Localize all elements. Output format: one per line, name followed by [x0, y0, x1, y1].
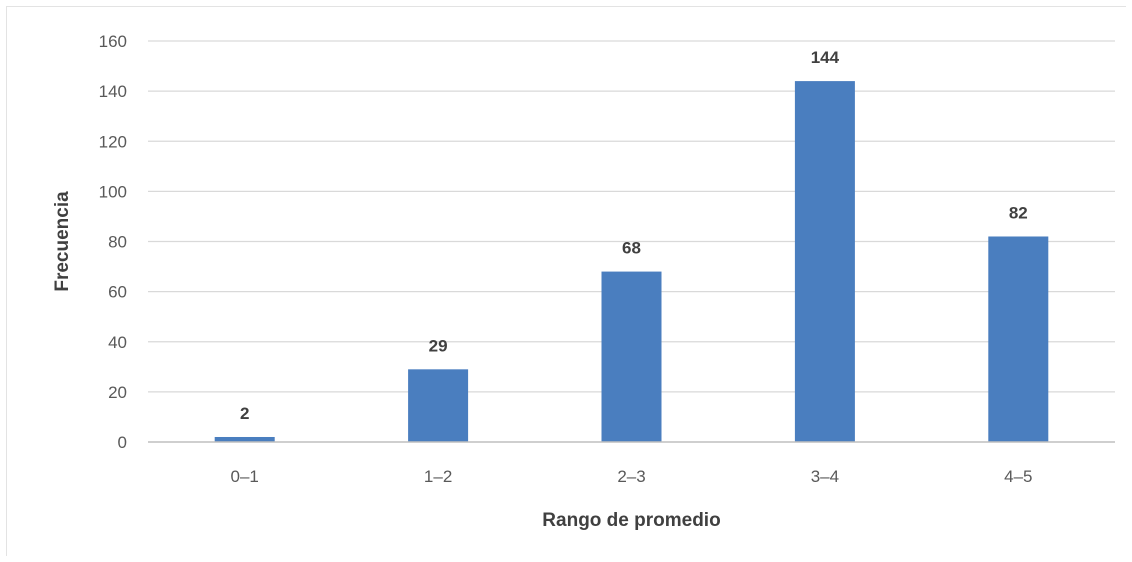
bar — [408, 369, 469, 442]
x-axis-title: Rango de promedio — [542, 510, 720, 531]
data-label: 29 — [429, 336, 448, 355]
x-tick-label: 0–1 — [231, 467, 259, 486]
y-axis-title: Frecuencia — [52, 191, 73, 292]
bar — [214, 436, 275, 442]
y-tick-label: 100 — [99, 182, 127, 201]
y-tick-label: 40 — [108, 333, 127, 352]
x-tick-label: 3–4 — [811, 467, 839, 486]
bar — [794, 81, 855, 442]
y-tick-label: 140 — [99, 82, 127, 101]
y-tick-label: 160 — [99, 32, 127, 51]
x-tick-label: 1–2 — [424, 467, 452, 486]
bar — [601, 271, 662, 442]
data-labels: 2 29 68 144 82 — [240, 48, 1028, 423]
y-tick-label: 20 — [108, 383, 127, 402]
bar — [988, 236, 1049, 442]
data-label: 68 — [622, 239, 641, 258]
y-tick-label: 80 — [108, 233, 127, 252]
data-label: 144 — [811, 48, 840, 67]
y-tick-label: 120 — [99, 132, 127, 151]
chart-area — [6, 6, 1126, 556]
data-label: 2 — [240, 404, 249, 423]
bars — [214, 81, 1049, 442]
x-tick-label: 2–3 — [617, 467, 645, 486]
x-axis-ticks: 0–1 1–2 2–3 3–4 4–5 — [231, 467, 1033, 486]
x-tick-label: 4–5 — [1004, 467, 1032, 486]
data-label: 82 — [1009, 203, 1028, 222]
y-axis-ticks: 0 20 40 60 80 100 120 140 160 — [99, 32, 127, 452]
y-tick-label: 60 — [108, 283, 127, 302]
y-tick-label: 0 — [118, 433, 127, 452]
